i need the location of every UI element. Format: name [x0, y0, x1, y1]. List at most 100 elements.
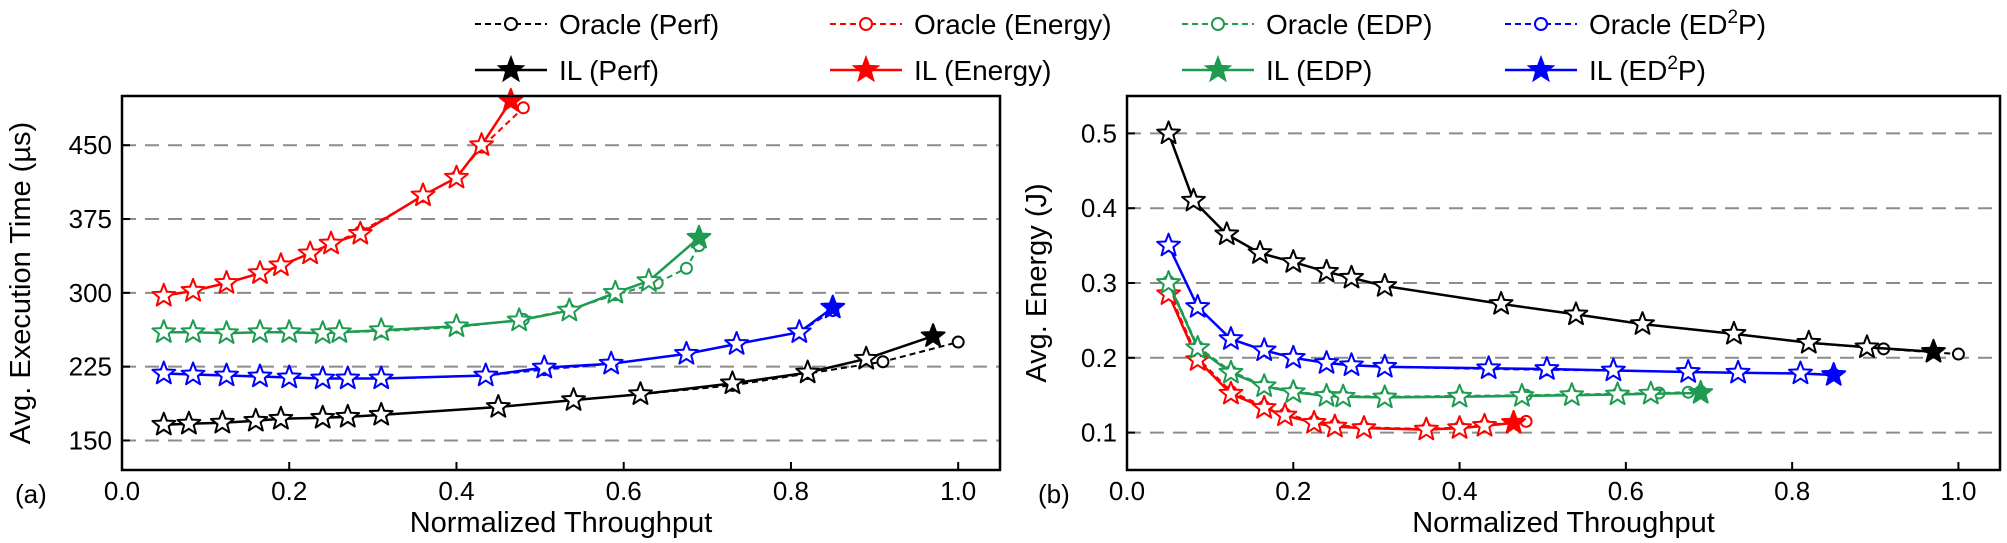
- b-x-axis-label: Normalized Throughput: [1412, 507, 1715, 539]
- a-y-tick-label-4: 450: [69, 130, 112, 160]
- a-point-il-energy-4: [268, 252, 294, 276]
- a-series-il-edp: [151, 224, 712, 344]
- b-x-tick-label-0: 0.0: [1109, 476, 1145, 506]
- a-point-il-perf-0: [151, 411, 177, 436]
- b-point-il-energy-11: [1501, 409, 1527, 434]
- b-point-il-ed2p-14: [1821, 362, 1847, 386]
- b-point-il-ed2p-6: [1339, 352, 1364, 376]
- b-point-il-edp-4: [1280, 379, 1306, 403]
- panel-a-execution-time-chart: 0.0 0.2 0.4 0.6 0.8 1.0 150 225 300 375 450 Normali…: [5, 87, 1002, 539]
- a-point-il-perf-5: [310, 404, 336, 429]
- a-panel-label: (a): [15, 479, 47, 509]
- legend-item-il-perf: IL (Perf): [475, 54, 659, 86]
- b-point-il-ed2p-7: [1372, 353, 1398, 378]
- b-point-il-energy-3: [1251, 394, 1277, 419]
- b-point-il-energy-4: [1272, 402, 1298, 427]
- b-point-il-energy-9: [1447, 415, 1472, 439]
- b-x-tick-label-1: 0.2: [1275, 476, 1311, 506]
- legend-label: IL (ED2P): [1589, 53, 1706, 86]
- b-point-il-ed2p-10: [1600, 357, 1626, 382]
- b-line-il-perf: [1167, 132, 1934, 354]
- a-point-il-edp-8: [444, 313, 469, 338]
- a-y-tick-label-1: 225: [69, 352, 112, 382]
- a-series-il-energy: [151, 87, 524, 307]
- a-x-tick-label-0: 0.0: [104, 476, 140, 506]
- a-point-il-edp-2: [214, 320, 239, 344]
- a-point-il-energy-8: [410, 182, 436, 207]
- b-panel-label: (b): [1038, 479, 1070, 509]
- b-x-tick-label-3: 0.6: [1608, 476, 1644, 506]
- b-point-il-energy-7: [1351, 415, 1377, 439]
- a-point-il-perf-11: [720, 370, 745, 395]
- a-point-il-edp-3: [247, 319, 273, 343]
- a-point-il-energy-7: [347, 220, 373, 245]
- a-x-axis-label: Normalized Throughput: [410, 507, 713, 539]
- b-point-il-ed2p-13: [1788, 360, 1813, 385]
- b-point-il-edp-10: [1559, 382, 1585, 406]
- a-line-oracle-perf: [163, 341, 959, 426]
- b-point-il-ed2p-1: [1185, 293, 1211, 318]
- b-point-il-ed2p-4: [1280, 344, 1306, 369]
- b-point-il-perf-7: [1372, 272, 1398, 297]
- a-y-tick-label-2: 300: [69, 278, 112, 308]
- b-series-il-ed2p: [1156, 232, 1847, 386]
- a-point-il-ed2p-7: [368, 365, 394, 390]
- a-point-il-perf-2: [209, 409, 235, 434]
- b-point-il-ed2p-11: [1675, 359, 1701, 383]
- a-series-il-perf: [151, 323, 946, 436]
- b-point-il-perf-13: [1854, 334, 1880, 359]
- legend-item-oracle-edp: Oracle (EDP): [1182, 9, 1432, 40]
- a-x-tick-label-1: 0.2: [271, 476, 307, 506]
- a-point-il-ed2p-0: [151, 360, 177, 385]
- a-point-oracle-energy-11: [516, 101, 530, 115]
- b-point-il-perf-10: [1630, 311, 1655, 335]
- b-point-il-perf-11: [1721, 320, 1747, 345]
- a-point-il-edp-1: [180, 319, 206, 343]
- legend-circle-marker: [859, 17, 873, 31]
- a-line-il-edp: [163, 236, 700, 335]
- b-point-oracle-perf-14: [1951, 347, 1965, 361]
- a-point-il-ed2p-6: [335, 365, 361, 390]
- b-series-il-edp: [1156, 270, 1714, 409]
- a-point-il-perf-13: [853, 345, 879, 370]
- a-x-tick-label-3: 0.6: [606, 476, 642, 506]
- a-plot-frame: [120, 94, 1002, 472]
- b-point-il-edp-3: [1251, 373, 1277, 397]
- a-point-il-perf-14: [920, 323, 946, 347]
- legend-label: Oracle (ED2P): [1589, 7, 1766, 40]
- b-point-il-energy-6: [1322, 413, 1348, 438]
- legend-item-oracle-perf: Oracle (Perf): [475, 9, 719, 40]
- b-point-il-perf-1: [1181, 187, 1206, 212]
- a-point-il-ed2p-1: [180, 361, 206, 386]
- a-point-il-ed2p-3: [247, 363, 273, 388]
- b-point-il-ed2p-5: [1314, 350, 1339, 374]
- a-point-il-perf-4: [268, 405, 294, 430]
- a-point-il-ed2p-13: [786, 319, 812, 343]
- a-point-il-perf-7: [368, 401, 394, 426]
- b-point-il-energy-0: [1156, 281, 1181, 305]
- b-series-il-perf: [1156, 120, 1946, 363]
- a-point-il-edp-7: [368, 317, 394, 341]
- a-x-tick-label-2: 0.4: [438, 476, 474, 506]
- a-point-il-ed2p-5: [310, 365, 336, 390]
- b-y-tick-label-0: 0.1: [1081, 418, 1117, 448]
- a-point-il-edp-12: [636, 268, 662, 292]
- a-point-il-ed2p-9: [531, 354, 557, 379]
- legend-label: IL (EDP): [1266, 55, 1372, 86]
- b-point-il-perf-4: [1280, 249, 1306, 273]
- a-point-il-ed2p-11: [674, 340, 699, 365]
- b-point-il-edp-0: [1156, 270, 1181, 294]
- b-point-il-edp-7: [1372, 384, 1398, 409]
- b-point-il-perf-5: [1314, 258, 1339, 283]
- b-point-il-edp-8: [1447, 383, 1472, 408]
- a-point-il-ed2p-4: [276, 364, 302, 389]
- a-point-oracle-perf-14: [951, 335, 965, 349]
- a-point-il-perf-6: [335, 403, 361, 428]
- a-point-il-perf-1: [176, 410, 202, 435]
- a-point-il-energy-0: [151, 282, 177, 307]
- b-point-il-ed2p-12: [1725, 359, 1751, 384]
- a-point-il-energy-5: [297, 240, 323, 265]
- b-point-il-perf-14: [1921, 338, 1946, 363]
- a-point-il-energy-3: [247, 260, 273, 284]
